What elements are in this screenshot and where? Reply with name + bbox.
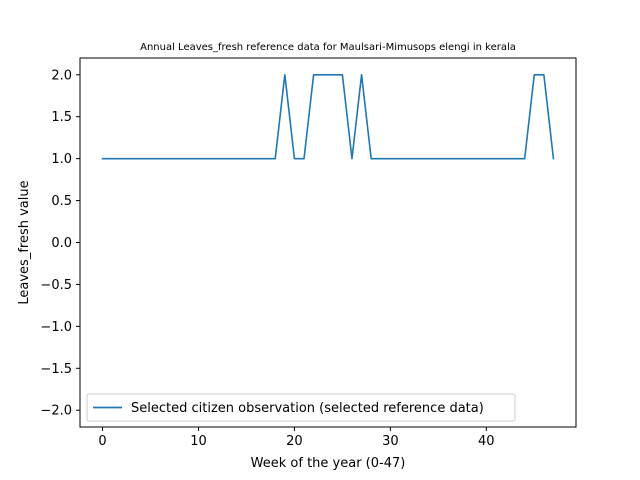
y-tick-label: 1.5 xyxy=(51,110,72,125)
y-tick-label: −1.0 xyxy=(40,320,72,335)
x-tick-label: 10 xyxy=(190,434,207,449)
y-tick-label: −2.0 xyxy=(40,404,72,419)
x-tick-label: 40 xyxy=(478,434,495,449)
y-tick-label: 1.0 xyxy=(51,152,72,167)
legend-box xyxy=(86,393,516,422)
chart-title: Annual Leaves_fresh reference data for M… xyxy=(140,42,516,53)
y-tick-label: −1.5 xyxy=(40,362,72,377)
series-line xyxy=(101,73,555,160)
x-tick-label: 0 xyxy=(98,434,106,449)
y-tick-label: 0.5 xyxy=(51,194,72,209)
y-tick-label: −0.5 xyxy=(40,278,72,293)
x-tick-label: 30 xyxy=(382,434,399,449)
plot-area xyxy=(80,58,576,427)
x-axis-label: Week of the year (0-47) xyxy=(251,456,406,471)
legend-label: Selected citizen observation (selected r… xyxy=(131,401,484,416)
y-axis-label: Leaves_fresh value xyxy=(17,180,32,304)
y-tick-label: 2.0 xyxy=(51,68,72,83)
legend: Selected citizen observation (selected r… xyxy=(86,393,516,422)
y-tick-label: 0.0 xyxy=(51,236,72,251)
x-tick-label: 20 xyxy=(286,434,303,449)
